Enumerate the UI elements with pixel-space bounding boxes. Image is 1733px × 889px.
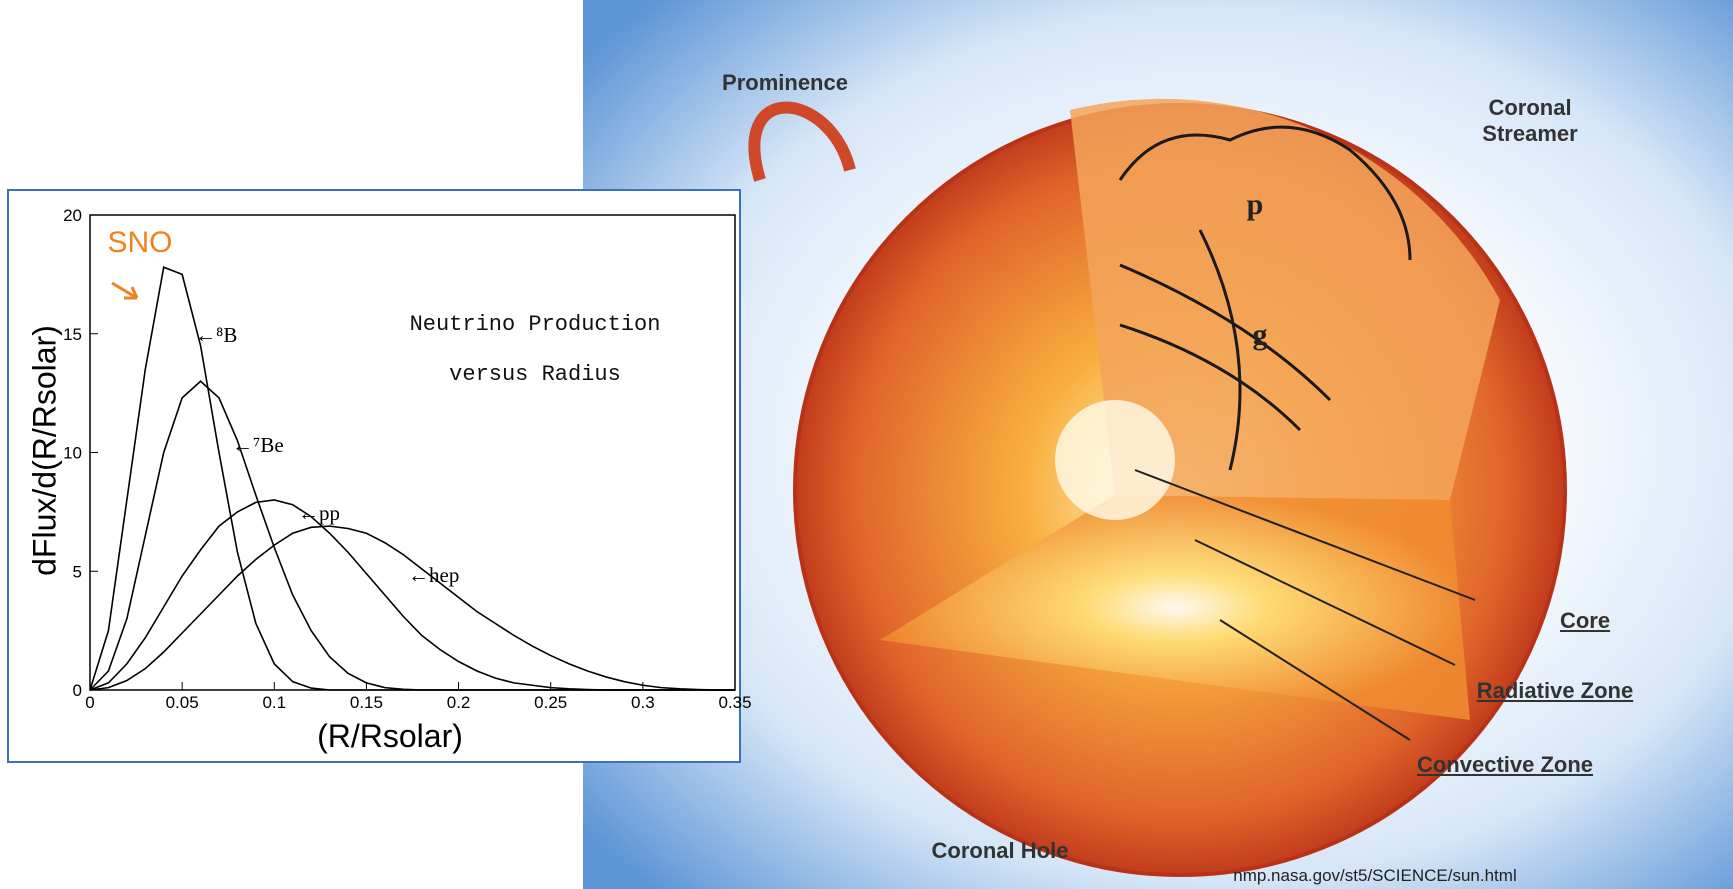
core-glow bbox=[1055, 400, 1175, 520]
sno-arrow bbox=[111, 281, 139, 300]
series-line bbox=[89, 525, 735, 691]
y-tick-label: 15 bbox=[63, 325, 82, 344]
x-tick-label: 0.1 bbox=[262, 693, 286, 712]
series-label: ←pp bbox=[298, 501, 340, 525]
x-tick-label: 0.15 bbox=[350, 693, 383, 712]
prominence-shape bbox=[748, 101, 856, 182]
y-tick-label: 20 bbox=[63, 206, 82, 225]
cutaway-core bbox=[880, 495, 1470, 720]
y-tick-label: 5 bbox=[73, 562, 82, 581]
y-tick-label: 0 bbox=[73, 681, 82, 700]
label-core: Core bbox=[1559, 608, 1611, 633]
label-convective-zone: Convective Zone bbox=[1416, 752, 1594, 777]
label-g: g bbox=[1252, 318, 1268, 351]
series-line bbox=[89, 499, 735, 691]
label-p: p bbox=[1246, 188, 1264, 221]
label-coronal-streamer: Coronal Streamer bbox=[1482, 95, 1578, 146]
series-label: ←⁷Be bbox=[232, 433, 284, 457]
series-label: ←hep bbox=[408, 563, 459, 587]
x-tick-label: 0.05 bbox=[166, 693, 199, 712]
source-url: nmp.nasa.gov/st5/SCIENCE/sun.html bbox=[1233, 866, 1517, 885]
series-label: ←⁸B bbox=[195, 323, 237, 347]
x-tick-label: 0.25 bbox=[534, 693, 567, 712]
x-tick-label: 0.35 bbox=[718, 693, 751, 712]
chart-title: Neutrino Production versus Radius bbox=[409, 312, 661, 387]
x-tick-label: 0 bbox=[85, 693, 94, 712]
label-coronal-hole: Coronal Hole bbox=[931, 838, 1069, 863]
pointer-lines bbox=[1134, 469, 1476, 741]
sno-annotation: SNO bbox=[107, 226, 173, 259]
label-prominence: Prominence bbox=[722, 70, 848, 95]
chart-panel bbox=[7, 189, 741, 763]
y-axis-label: dFlux/d(R/Rsolar) bbox=[26, 325, 63, 576]
x-tick-label: 0.2 bbox=[447, 693, 471, 712]
x-axis-label: (R/Rsolar) bbox=[317, 718, 463, 754]
y-tick-label: 10 bbox=[63, 444, 82, 463]
x-tick-label: 0.3 bbox=[631, 693, 655, 712]
wave-paths bbox=[1118, 125, 1412, 471]
label-radiative-zone: Radiative Zone bbox=[1476, 678, 1634, 703]
